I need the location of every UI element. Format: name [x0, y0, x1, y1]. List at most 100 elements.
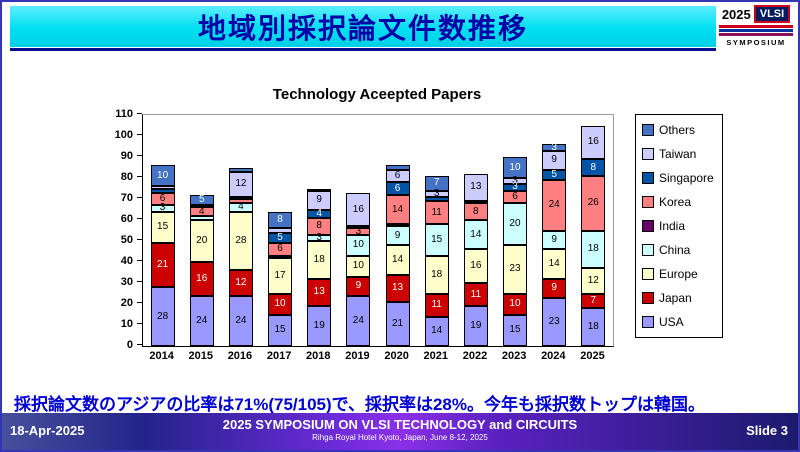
y-axis-tick	[137, 239, 142, 240]
bar-segment-europe: 28	[228, 211, 253, 271]
bar-segment-usa: 18	[581, 308, 606, 346]
y-axis-label: 30	[120, 276, 133, 288]
bar-segment-taiwan: 9	[307, 190, 332, 210]
x-axis-label: 2018	[306, 350, 331, 362]
bar-segment-others	[307, 188, 332, 191]
bar-segment-taiwan: 16	[581, 125, 606, 160]
bar-segment-europe: 10	[346, 255, 371, 277]
y-axis-label: 50	[120, 234, 133, 246]
bar-segment-singapore	[189, 205, 214, 208]
y-axis-label: 110	[115, 108, 133, 120]
bar-segment-usa: 21	[385, 301, 410, 346]
bar-segment-singapore	[150, 188, 175, 193]
footer-center: 2025 SYMPOSIUM ON VLSI TECHNOLOGY and CI…	[223, 417, 577, 442]
bar-segment-korea: 11	[424, 201, 449, 225]
y-axis-tick	[137, 260, 142, 261]
x-axis-label: 2019	[345, 350, 370, 362]
bar-segment-singapore: 4	[307, 208, 332, 218]
y-axis-tick	[137, 176, 142, 177]
bar-segment-korea: 3	[346, 226, 371, 236]
legend-swatch-japan	[642, 292, 654, 304]
bar-segment-singapore	[424, 196, 449, 202]
legend-item-korea: Korea	[642, 196, 716, 208]
chart-title: Technology Aceepted Papers	[272, 86, 482, 103]
bar-segment-china: 20	[502, 203, 527, 246]
bar-column-2025: 18 7 12 18 26 8 16	[581, 125, 606, 346]
legend-swatch-usa	[642, 316, 654, 328]
bar-segment-japan: 9	[346, 276, 371, 296]
bar-segment-japan: 11	[463, 283, 488, 307]
y-axis-label: 0	[126, 339, 133, 351]
legend-swatch-others	[642, 124, 654, 136]
bar-column-2024: 23 9 14 9 24 5 9 3	[542, 142, 567, 346]
bar-segment-korea	[228, 199, 253, 204]
plot-area: 28 21 15 3 6 10 24 16 20 4 5 24 12 28 4 12 15 10 17 6 5 8 19 13…	[142, 114, 614, 347]
x-axis-label: 2014	[149, 350, 174, 362]
bar-segment-europe: 14	[542, 249, 567, 279]
bar-segment-china: 10	[346, 234, 371, 256]
legend-label: China	[659, 243, 691, 257]
y-axis-label: 70	[120, 192, 133, 204]
bar-segment-korea: 6	[150, 192, 175, 206]
bar-segment-korea: 8	[307, 217, 332, 235]
footer-venue: Rihga Royal Hotel Kyoto, Japan, June 8-1…	[312, 433, 488, 442]
y-axis-label: 10	[120, 318, 133, 330]
legend-item-others: Others	[642, 124, 716, 136]
bar-segment-europe: 23	[502, 245, 527, 294]
bar-column-2016: 24 12 28 4 12	[228, 167, 253, 346]
bar-segment-singapore	[228, 196, 253, 200]
x-axis-label: 2016	[227, 350, 253, 362]
bar-segment-usa: 14	[424, 316, 449, 346]
bar-segment-japan: 10	[502, 293, 527, 315]
bar-segment-europe: 16	[463, 249, 488, 284]
y-axis-tick	[137, 302, 142, 303]
legend-item-singapore: Singapore	[642, 172, 716, 184]
bar-column-2017: 15 10 17 6 5 8	[268, 211, 293, 346]
bar-segment-europe: 18	[307, 241, 332, 279]
x-axis-label: 2024	[541, 350, 566, 362]
bar-segment-singapore	[463, 201, 488, 204]
y-axis-tick	[137, 218, 142, 219]
legend-label: India	[659, 219, 686, 233]
bar-segment-taiwan: 3	[502, 175, 527, 186]
bar-segment-usa: 15	[502, 314, 527, 346]
header-band: 地域別採択論文件数推移	[10, 6, 716, 47]
x-axis-label: 2021	[423, 350, 449, 362]
x-axis-label: 2015	[188, 350, 213, 362]
bar-segment-others: 7	[424, 175, 449, 191]
legend-item-taiwan: Taiwan	[642, 148, 716, 160]
bar-column-2014: 28 21 15 3 6 10	[150, 165, 175, 346]
bar-segment-others	[228, 167, 253, 172]
bar-segment-korea: 14	[385, 194, 410, 225]
legend-swatch-india	[642, 220, 654, 232]
legend-label: Korea	[659, 195, 692, 209]
bar-segment-singapore	[346, 226, 371, 229]
bar-segment-usa: 19	[307, 306, 332, 346]
bar-segment-usa: 23	[542, 297, 567, 346]
legend-label: Singapore	[659, 171, 714, 185]
bar-segment-china	[189, 215, 214, 221]
bar-segment-japan: 11	[424, 293, 449, 317]
logo-year: 2025	[721, 6, 751, 22]
bar-segment-europe: 17	[268, 257, 293, 294]
footer-bar: 18-Apr-2025 2025 SYMPOSIUM ON VLSI TECHN…	[2, 413, 798, 450]
bar-segment-usa: 24	[189, 295, 214, 346]
y-axis-tick	[137, 197, 142, 198]
bar-segment-japan: 10	[268, 293, 293, 315]
y-axis-label: 20	[120, 297, 133, 309]
bar-segment-china: 3	[150, 203, 175, 213]
logo-stripe-blue	[719, 29, 793, 32]
bar-column-2019: 24 9 10 10 3 16	[346, 192, 371, 346]
bar-segment-singapore: 5	[268, 233, 293, 244]
y-axis-label: 40	[120, 255, 133, 267]
bar-segment-korea: 6	[268, 243, 293, 256]
bar-segment-korea: 4	[189, 206, 214, 216]
footer-slide-number: Slide 3	[746, 423, 788, 438]
y-axis-label: 80	[120, 171, 133, 183]
bar-segment-singapore: 6	[385, 182, 410, 195]
legend-label: Taiwan	[659, 147, 697, 161]
y-axis-tick	[137, 113, 142, 114]
legend-item-usa: USA	[642, 316, 716, 328]
legend-label: Europe	[659, 267, 698, 281]
